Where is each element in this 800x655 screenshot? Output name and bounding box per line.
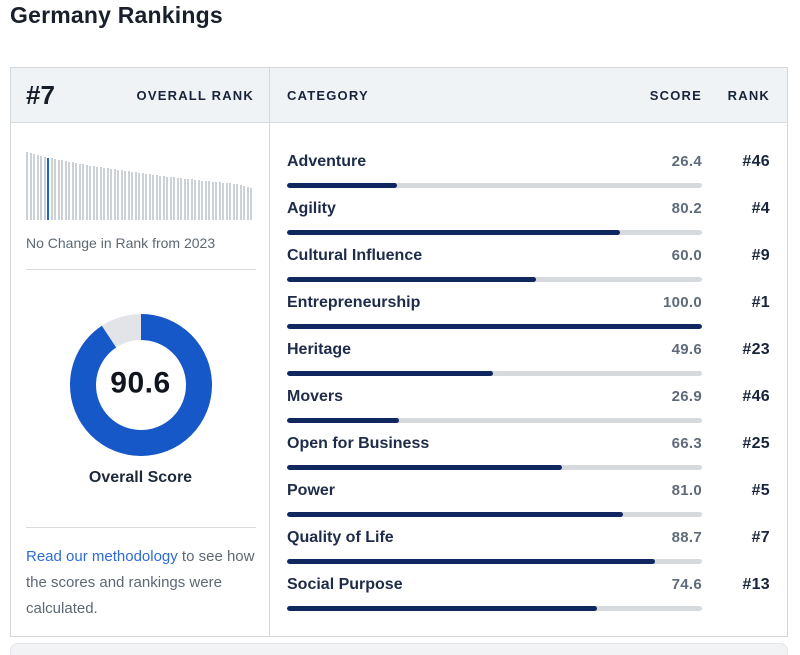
row-main: Power 81.0: [287, 482, 702, 517]
next-section-strip: [10, 643, 788, 655]
score-bar-track: [287, 512, 702, 517]
methodology-note: Read our methodology to see how the scor…: [26, 544, 258, 622]
column-header-rank: RANK: [727, 87, 770, 103]
row-main: Movers 26.9: [287, 388, 702, 423]
row-main: Entrepreneurship 100.0: [287, 294, 702, 329]
category-rank: #5: [751, 482, 770, 499]
row-main: Adventure 26.4: [287, 153, 702, 188]
overall-rank-body: No Change in Rank from 2023 90.6 Overall…: [11, 123, 269, 636]
category-rank: #1: [751, 294, 770, 311]
score-bar-fill: [287, 230, 620, 235]
divider: [26, 269, 256, 270]
table-row: Movers 26.9 #46: [287, 388, 770, 423]
donut-score-arc: [69, 314, 212, 456]
overall-rank-header: #7 OVERALL RANK: [11, 68, 269, 123]
category-score: 49.6: [671, 341, 702, 358]
category-label: Cultural Influence: [287, 247, 423, 264]
category-table: CATEGORY SCORE RANK Adventure 26.4 #46 A…: [270, 68, 787, 636]
category-label: Entrepreneurship: [287, 294, 421, 311]
donut-chart-svg: [69, 314, 212, 456]
row-main: Quality of Life 88.7: [287, 529, 702, 564]
page-title: Germany Rankings: [10, 2, 223, 28]
category-rank: #13: [742, 576, 770, 593]
score-bar-track: [287, 183, 702, 188]
column-header-category: CATEGORY: [287, 87, 369, 103]
category-score: 88.7: [671, 529, 702, 546]
category-rank: #46: [742, 153, 770, 170]
methodology-link[interactable]: Read our methodology: [26, 548, 178, 565]
score-bar-track: [287, 371, 702, 376]
category-label: Heritage: [287, 341, 352, 358]
table-row: Heritage 49.6 #23: [287, 341, 770, 376]
score-bar-track: [287, 324, 702, 329]
table-row: Entrepreneurship 100.0 #1: [287, 294, 770, 329]
category-rank: #9: [751, 247, 770, 264]
score-bar-fill: [287, 277, 536, 282]
divider: [26, 527, 256, 528]
table-row: Social Purpose 74.6 #13: [287, 576, 770, 611]
score-bar-fill: [287, 324, 702, 329]
row-main: Agility 80.2: [287, 200, 702, 235]
score-bar-fill: [287, 559, 656, 564]
category-label: Social Purpose: [287, 576, 403, 593]
score-bar-track: [287, 277, 702, 282]
score-bar-track: [287, 230, 702, 235]
score-bar-track: [287, 559, 702, 564]
score-bar-fill: [287, 512, 624, 517]
overall-score-value: 90.6: [110, 366, 171, 400]
category-score: 60.0: [671, 247, 702, 264]
score-bar-fill: [287, 465, 563, 470]
row-main: Open for Business 66.3: [287, 435, 702, 470]
category-rank: #25: [742, 435, 770, 452]
column-header-score: SCORE: [649, 87, 702, 103]
row-main: Cultural Influence 60.0: [287, 247, 702, 282]
table-row: Quality of Life 88.7 #7: [287, 529, 770, 564]
category-score: 66.3: [671, 435, 702, 452]
category-rank: #4: [751, 200, 770, 217]
overall-score-donut: 90.6: [69, 313, 213, 457]
row-main: Social Purpose 74.6: [287, 576, 702, 611]
category-rows: Adventure 26.4 #46 Agility 80.2 #4 Cultu…: [270, 123, 787, 623]
rankings-card: #7 OVERALL RANK No Change in Rank from 2…: [10, 67, 788, 637]
overall-score-label: Overall Score: [88, 469, 193, 486]
overall-rank-value: #7: [26, 79, 55, 110]
rank-change-note: No Change in Rank from 2023: [26, 235, 216, 251]
methodology-suffix: to see how the scores and rankings were …: [26, 548, 255, 617]
table-row: Adventure 26.4 #46: [287, 153, 770, 188]
category-rank: #7: [751, 529, 770, 546]
overall-rank-panel: #7 OVERALL RANK No Change in Rank from 2…: [11, 68, 270, 636]
table-row: Open for Business 66.3 #25: [287, 435, 770, 470]
category-score: 26.4: [671, 153, 702, 170]
category-rank: #46: [742, 388, 770, 405]
score-bar-track: [287, 606, 702, 611]
category-score: 100.0: [662, 294, 702, 311]
category-label: Movers: [287, 388, 344, 405]
score-bar-fill: [287, 371, 493, 376]
category-table-header: CATEGORY SCORE RANK: [270, 68, 787, 123]
category-score: 26.9: [671, 388, 702, 405]
row-main: Heritage 49.6: [287, 341, 702, 376]
category-rank: #23: [742, 341, 770, 358]
category-label: Quality of Life: [287, 529, 394, 546]
category-score: 81.0: [671, 482, 702, 499]
category-score: 80.2: [671, 200, 702, 217]
category-label: Open for Business: [287, 435, 430, 452]
score-bar-fill: [287, 418, 399, 423]
score-bar-fill: [287, 183, 397, 188]
table-row: Cultural Influence 60.0 #9: [287, 247, 770, 282]
rank-distribution-chart: [26, 150, 256, 220]
category-label: Agility: [287, 200, 336, 217]
table-row: Agility 80.2 #4: [287, 200, 770, 235]
category-label: Adventure: [287, 153, 367, 170]
table-row: Power 81.0 #5: [287, 482, 770, 517]
category-score: 74.6: [671, 576, 702, 593]
category-label: Power: [287, 482, 336, 499]
score-bar-fill: [287, 606, 597, 611]
score-bar-track: [287, 465, 702, 470]
overall-rank-label: OVERALL RANK: [136, 87, 254, 103]
score-bar-track: [287, 418, 702, 423]
